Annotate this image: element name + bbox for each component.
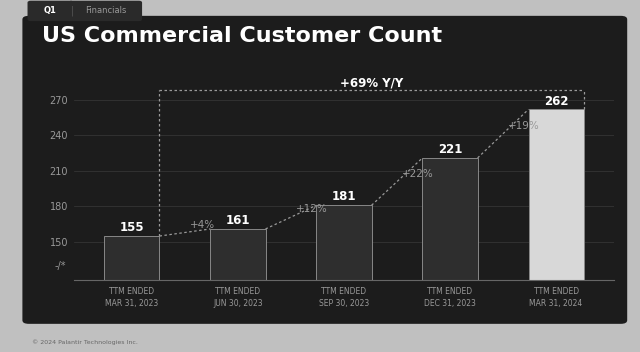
Bar — [104, 236, 159, 352]
Text: Financials: Financials — [85, 6, 126, 15]
Text: Q1: Q1 — [44, 6, 57, 15]
Text: 221: 221 — [438, 143, 462, 156]
Bar — [211, 229, 266, 352]
Bar — [422, 158, 477, 352]
Text: +12%: +12% — [296, 204, 328, 214]
Text: +4%: +4% — [190, 220, 216, 230]
Text: +22%: +22% — [403, 169, 434, 178]
FancyBboxPatch shape — [68, 1, 142, 21]
Bar — [529, 109, 584, 352]
FancyBboxPatch shape — [28, 1, 74, 21]
Text: US Commercial Customer Count: US Commercial Customer Count — [42, 26, 442, 46]
Bar — [316, 205, 372, 352]
FancyBboxPatch shape — [22, 16, 627, 324]
Text: -/*: -/* — [54, 260, 66, 271]
Text: 262: 262 — [544, 95, 568, 108]
Text: 161: 161 — [226, 214, 250, 227]
Text: 155: 155 — [120, 221, 144, 234]
Text: +69% Y/Y: +69% Y/Y — [340, 76, 403, 89]
Text: +19%: +19% — [508, 121, 540, 131]
Text: 181: 181 — [332, 190, 356, 203]
Text: |: | — [70, 6, 74, 16]
Text: © 2024 Palantir Technologies Inc.: © 2024 Palantir Technologies Inc. — [32, 339, 138, 345]
